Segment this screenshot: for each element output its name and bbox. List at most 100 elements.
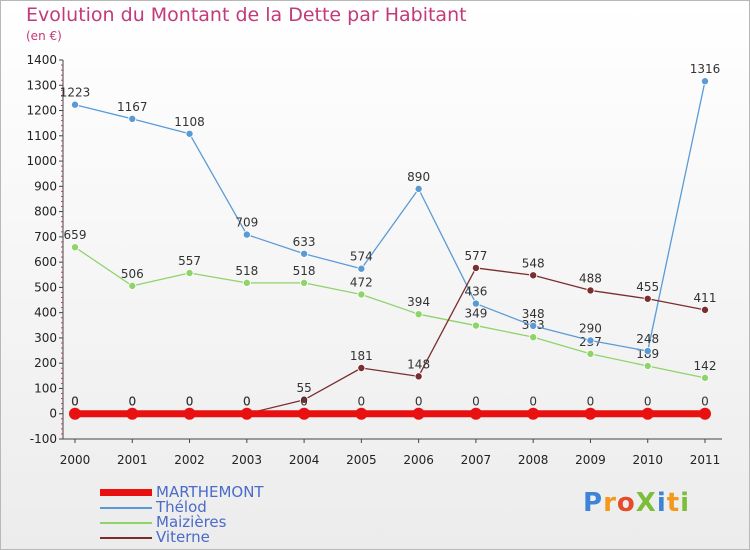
data-label: 506	[121, 267, 144, 281]
data-label: 577	[464, 249, 487, 263]
data-label: 436	[464, 285, 487, 299]
data-point	[471, 321, 480, 330]
y-tick-label: 1000	[26, 154, 57, 168]
legend-swatch	[100, 536, 152, 539]
data-label: 181	[350, 349, 373, 363]
data-label: 709	[235, 216, 258, 230]
x-tick-label: 2011	[690, 453, 721, 467]
data-label: 0	[186, 395, 194, 409]
data-label: 1108	[174, 115, 205, 129]
legend-item: MARTHEMONT	[100, 485, 264, 500]
data-label: 0	[415, 395, 423, 409]
data-point	[643, 347, 652, 356]
data-point	[701, 373, 710, 382]
data-point	[586, 349, 595, 358]
data-point	[126, 407, 139, 420]
data-point	[529, 321, 538, 330]
data-label: 0	[472, 395, 480, 409]
series-line	[74, 81, 706, 352]
data-point	[183, 407, 196, 420]
y-tick-label: 400	[34, 306, 57, 320]
legend-label: MARTHEMONT	[156, 483, 264, 501]
data-point	[240, 407, 253, 420]
data-label: 0	[300, 395, 308, 409]
data-point	[357, 364, 366, 373]
x-tick-label: 2000	[60, 453, 91, 467]
data-point	[69, 407, 81, 420]
data-point	[128, 281, 137, 290]
data-label: 0	[587, 395, 595, 409]
data-label: 659	[64, 228, 87, 242]
data-label: 348	[522, 307, 545, 321]
data-point	[471, 263, 480, 272]
y-tick-label: 0	[49, 407, 57, 421]
data-point	[242, 278, 251, 287]
data-point	[414, 372, 423, 381]
data-label: 142	[694, 359, 717, 373]
y-tick-label: 100	[34, 381, 57, 395]
data-label: 0	[71, 395, 79, 409]
x-tick-label: 2009	[575, 453, 606, 467]
data-label: 548	[522, 256, 545, 270]
data-point	[300, 249, 309, 258]
data-point	[701, 77, 710, 86]
legend-swatch	[100, 506, 152, 509]
data-label: 518	[293, 264, 316, 278]
x-tick-label: 2008	[518, 453, 549, 467]
data-point	[412, 407, 425, 420]
data-point	[185, 268, 194, 277]
y-tick-label: 1100	[26, 129, 57, 143]
legend-label: Viterne	[156, 528, 210, 546]
data-label: 394	[407, 295, 430, 309]
data-point	[298, 407, 311, 420]
y-tick-label: 200	[34, 356, 57, 370]
data-label: 0	[701, 395, 709, 409]
data-point	[71, 243, 80, 252]
data-point	[529, 271, 538, 280]
data-label: 1223	[60, 86, 91, 100]
y-tick-label: 1400	[26, 53, 57, 67]
data-label: 0	[243, 395, 251, 409]
data-point	[643, 294, 652, 303]
series-thélod: 1223 1167 1108 709 633 574 890 436 348 290 248 1316	[60, 62, 720, 356]
x-tick-label: 2001	[117, 453, 148, 467]
series-marthemont: 0 0 0 0 0 0 0 0 0 0 0 0	[69, 395, 711, 420]
series-line	[75, 267, 706, 415]
y-tick-label: 900	[34, 179, 57, 193]
y-tick-label: 500	[34, 280, 57, 294]
legend-label: Thélod	[156, 498, 207, 516]
chart-subtitle: (en €)	[26, 29, 62, 43]
data-point	[586, 286, 595, 295]
data-label: 148	[407, 357, 430, 371]
legend-item: Thélod	[100, 500, 264, 515]
data-label: 0	[128, 395, 136, 409]
data-point	[529, 333, 538, 342]
x-tick-label: 2006	[403, 453, 434, 467]
y-tick-label: 1300	[26, 78, 57, 92]
data-label: 248	[636, 332, 659, 346]
data-point	[71, 100, 80, 109]
legend-swatch	[100, 489, 152, 496]
data-point	[242, 230, 251, 239]
data-label: 290	[579, 321, 602, 335]
y-tick-label: 800	[34, 205, 57, 219]
x-tick-label: 2007	[461, 453, 492, 467]
x-tick-label: 2003	[232, 453, 263, 467]
data-point	[355, 407, 368, 420]
data-label: 455	[636, 280, 659, 294]
data-label: 0	[358, 395, 366, 409]
data-label: 472	[350, 275, 373, 289]
data-label: 488	[579, 271, 602, 285]
data-point	[300, 395, 309, 404]
data-point	[414, 184, 423, 193]
x-tick-label: 2010	[632, 453, 663, 467]
chart-title: Evolution du Montant de la Dette par Hab…	[26, 4, 467, 26]
series-maizières: 659506557518518472394349303237189142	[64, 228, 717, 382]
data-label: 1167	[117, 100, 148, 114]
data-point	[643, 361, 652, 370]
data-point	[414, 310, 423, 319]
data-label: 574	[350, 250, 373, 264]
proxiti-logo: ProXiti	[583, 488, 691, 518]
